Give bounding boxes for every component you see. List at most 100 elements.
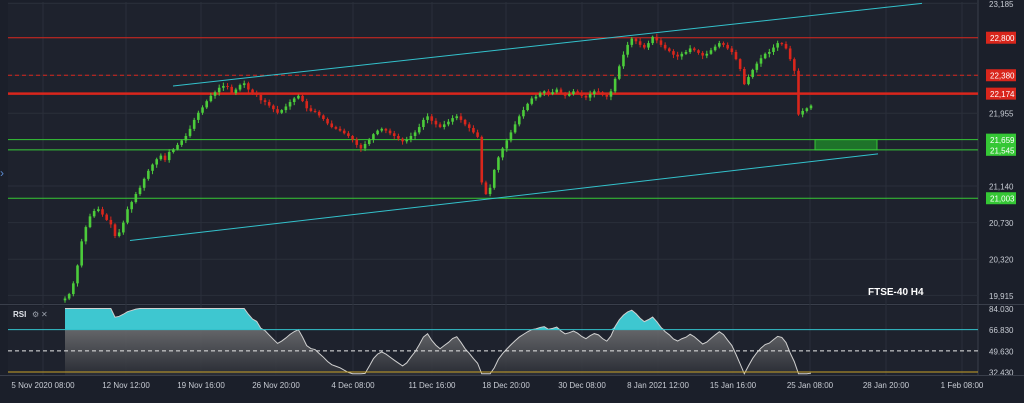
candle[interactable] <box>192 119 196 129</box>
candle[interactable] <box>743 68 746 85</box>
candle[interactable] <box>363 144 367 149</box>
candle[interactable] <box>255 93 259 95</box>
candle[interactable] <box>113 224 117 237</box>
candle[interactable] <box>580 93 584 96</box>
candle[interactable] <box>630 38 634 45</box>
candle[interactable] <box>226 85 229 87</box>
channel-upper-line[interactable] <box>172 2 923 87</box>
candle[interactable] <box>422 119 425 128</box>
candle[interactable] <box>151 164 154 171</box>
candle[interactable] <box>747 77 750 85</box>
candle[interactable] <box>242 83 246 86</box>
candle[interactable] <box>768 52 771 54</box>
candle[interactable] <box>217 87 221 93</box>
candle[interactable] <box>793 59 796 71</box>
candle[interactable] <box>513 124 517 133</box>
candle[interactable] <box>338 128 342 131</box>
candle[interactable] <box>317 111 321 116</box>
candle[interactable] <box>680 53 684 57</box>
candle[interactable] <box>426 116 429 120</box>
candle[interactable] <box>409 135 413 140</box>
candle[interactable] <box>801 110 804 115</box>
candle[interactable] <box>501 148 504 158</box>
candle[interactable] <box>330 123 334 128</box>
candle[interactable] <box>176 144 179 150</box>
candle[interactable] <box>576 91 579 94</box>
candle[interactable] <box>76 265 79 284</box>
candle[interactable] <box>167 152 171 161</box>
candle[interactable] <box>172 149 175 153</box>
candle[interactable] <box>388 130 392 134</box>
candle[interactable] <box>326 119 329 124</box>
candle[interactable] <box>117 232 121 237</box>
candle[interactable] <box>351 135 354 140</box>
candle[interactable] <box>288 102 292 107</box>
candle[interactable] <box>672 51 675 55</box>
candle[interactable] <box>488 187 492 195</box>
candle[interactable] <box>359 144 363 149</box>
candle[interactable] <box>405 139 409 142</box>
candle[interactable] <box>309 108 313 111</box>
candle[interactable] <box>676 54 679 57</box>
candle[interactable] <box>467 124 471 128</box>
candle[interactable] <box>484 182 488 195</box>
candle[interactable] <box>130 202 133 210</box>
candle[interactable] <box>322 115 325 120</box>
candle[interactable] <box>63 298 67 301</box>
candle[interactable] <box>551 92 554 94</box>
candle[interactable] <box>509 132 513 141</box>
candle[interactable] <box>784 43 788 49</box>
candle[interactable] <box>126 209 129 223</box>
candle[interactable] <box>392 133 396 136</box>
candle[interactable] <box>397 135 400 139</box>
candle[interactable] <box>763 53 767 59</box>
candle[interactable] <box>109 219 113 225</box>
candle[interactable] <box>688 48 692 53</box>
candle[interactable] <box>780 43 784 45</box>
candle[interactable] <box>734 52 738 60</box>
candle[interactable] <box>105 214 108 220</box>
settings-icon[interactable]: ⚙ <box>32 310 39 319</box>
candle[interactable] <box>238 85 242 90</box>
candle[interactable] <box>459 116 463 120</box>
candle[interactable] <box>430 116 434 121</box>
candle[interactable] <box>617 66 621 79</box>
candle[interactable] <box>163 155 167 161</box>
candle[interactable] <box>384 128 388 131</box>
candle[interactable] <box>334 127 338 129</box>
candle[interactable] <box>517 116 521 125</box>
candle[interactable] <box>376 130 379 135</box>
candle[interactable] <box>542 91 546 94</box>
candle[interactable] <box>209 95 213 102</box>
candle[interactable] <box>534 96 538 99</box>
candle[interactable] <box>722 43 725 45</box>
candle[interactable] <box>526 103 529 111</box>
target-zone[interactable] <box>814 139 878 151</box>
candle[interactable] <box>67 294 71 299</box>
candle[interactable] <box>638 41 642 45</box>
candle[interactable] <box>155 159 158 165</box>
candle[interactable] <box>497 157 500 170</box>
candle[interactable] <box>205 101 208 108</box>
candle[interactable] <box>592 91 596 94</box>
rsi-line[interactable] <box>65 307 812 375</box>
candle[interactable] <box>634 38 638 42</box>
candle[interactable] <box>284 106 288 111</box>
candle[interactable] <box>259 94 263 101</box>
candle[interactable] <box>788 48 792 60</box>
candle[interactable] <box>367 139 371 145</box>
candle[interactable] <box>567 93 571 96</box>
candle[interactable] <box>522 110 525 117</box>
candle[interactable] <box>642 44 646 48</box>
candle[interactable] <box>134 194 138 203</box>
candle[interactable] <box>213 92 217 96</box>
candle[interactable] <box>563 93 567 96</box>
candle[interactable] <box>401 138 404 142</box>
candle[interactable] <box>805 108 809 111</box>
candle[interactable] <box>380 128 384 131</box>
candle[interactable] <box>147 170 150 179</box>
candle[interactable] <box>372 134 375 140</box>
candle[interactable] <box>505 140 509 149</box>
candle[interactable] <box>447 121 450 125</box>
